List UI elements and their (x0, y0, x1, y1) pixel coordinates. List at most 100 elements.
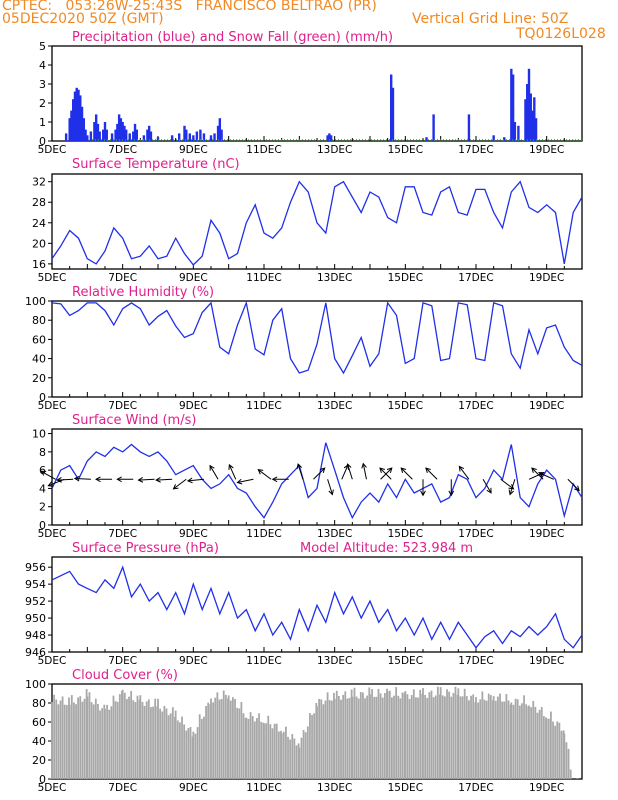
precip-bar (467, 114, 471, 141)
cloud-bar (569, 769, 572, 779)
cloud-bar (161, 711, 164, 779)
cloud-bar (344, 691, 347, 779)
cloud-bar (446, 689, 448, 779)
cloud-bar (207, 702, 210, 779)
x-tick-label: 13DEC (317, 272, 352, 284)
cloud-bar (110, 706, 113, 779)
cloud-bar (116, 701, 119, 779)
precip-bar (119, 118, 123, 141)
cloud-bar (291, 734, 294, 779)
y-tick-label: 8 (39, 446, 46, 459)
cloud-bar (552, 721, 554, 779)
cloud-bar (505, 693, 508, 779)
cloud-bar (448, 691, 451, 779)
cloud-bar (494, 700, 497, 779)
cloud-bar (512, 704, 515, 779)
cloud-bar (410, 695, 413, 779)
cloud-bar (187, 727, 190, 779)
cloud-bar (335, 690, 338, 779)
wind-arrow (57, 478, 74, 481)
cloud-bar (459, 696, 462, 779)
header-date: 05DEC2020 50Z (GMT) (2, 11, 164, 27)
cloud-bar (185, 730, 188, 779)
cloud-bar (558, 722, 561, 779)
cloud-bar (330, 700, 333, 779)
cloud-bar (147, 699, 150, 779)
series-line (51, 442, 583, 520)
cloud-bar (143, 705, 146, 779)
cloud-bar (525, 704, 528, 779)
cloud-bar (532, 701, 535, 779)
cloud-bar (373, 696, 376, 779)
wind-arrow (347, 463, 353, 480)
cloud-bar (75, 704, 77, 779)
precip-bar (123, 125, 126, 141)
cloud-bar (364, 698, 366, 779)
cloud-bar (101, 708, 104, 779)
cloud-bar (293, 738, 296, 779)
x-tick-label: 13DEC (317, 144, 352, 156)
cloud-bar (518, 705, 521, 779)
cloud-bar (171, 707, 174, 779)
precip-bar (147, 125, 151, 141)
x-tick-label: 11DEC (246, 272, 281, 284)
precip-bar (188, 133, 191, 141)
cloud-bar (333, 698, 336, 779)
x-tick-label: 15DEC (388, 655, 423, 667)
wind-arrow-head (296, 463, 303, 470)
cloud-bar (249, 712, 252, 779)
cloud-bar (304, 732, 307, 779)
cloud-bar (386, 691, 389, 779)
x-tick-label: 15DEC (388, 782, 423, 794)
wind-arrow-head (236, 478, 243, 485)
cloud-bar (415, 697, 417, 779)
cloud-bar (167, 715, 170, 779)
panel-title-precipitation: Precipitation (blue) and Snow Fall (gree… (72, 30, 394, 45)
cloud-bar (263, 723, 265, 779)
precip-bar (79, 95, 82, 141)
wind-arrow (138, 478, 155, 481)
cloud-bar (222, 690, 225, 779)
precip-bar (527, 68, 531, 141)
cloud-bar (265, 723, 268, 779)
cloud-bar (399, 698, 402, 779)
cloud-bar (214, 697, 217, 779)
wind-arrow-head (379, 467, 385, 474)
x-tick-label: 9DEC (179, 144, 208, 156)
cloud-bar (324, 700, 327, 779)
cloud-bar (430, 690, 433, 779)
wind-arrow-head (386, 467, 393, 474)
wind-arrow (362, 463, 367, 480)
precip-bar (146, 129, 149, 141)
cloud-bar (92, 704, 95, 779)
y-tick-label: 1 (39, 116, 46, 129)
x-tick-label: 11DEC (246, 528, 281, 540)
cloud-bar (465, 696, 468, 779)
cloud-bar (560, 730, 563, 779)
y-tick-label: 2 (39, 97, 46, 110)
cloud-bar (183, 724, 186, 779)
wind-arrow-head (361, 462, 367, 469)
cloud-bar (234, 699, 236, 779)
precip-bar (68, 118, 71, 141)
cloud-bar (424, 694, 427, 779)
cloud-bar (408, 698, 411, 779)
cloud-bar (192, 731, 195, 779)
cloud-bar (123, 692, 126, 779)
cloud-bar (289, 739, 292, 779)
precip-bar (84, 129, 87, 141)
precip-bar (218, 118, 222, 141)
wind-arrow-head (47, 481, 54, 487)
wind-arrow-head (172, 484, 179, 490)
wind-arrow-head (508, 484, 515, 490)
x-tick-label: 11DEC (246, 144, 281, 156)
x-tick-label: 15DEC (388, 272, 423, 284)
wind-arrow (228, 464, 237, 480)
x-tick-label: 17DEC (458, 144, 493, 156)
x-tick-label: 19DEC (529, 782, 564, 794)
header-model-code: TQ0126L028 (516, 26, 606, 42)
cloud-bar (318, 698, 321, 779)
wind-arrow (539, 472, 554, 480)
wind-arrow (297, 463, 304, 480)
cloud-bar (320, 699, 323, 779)
